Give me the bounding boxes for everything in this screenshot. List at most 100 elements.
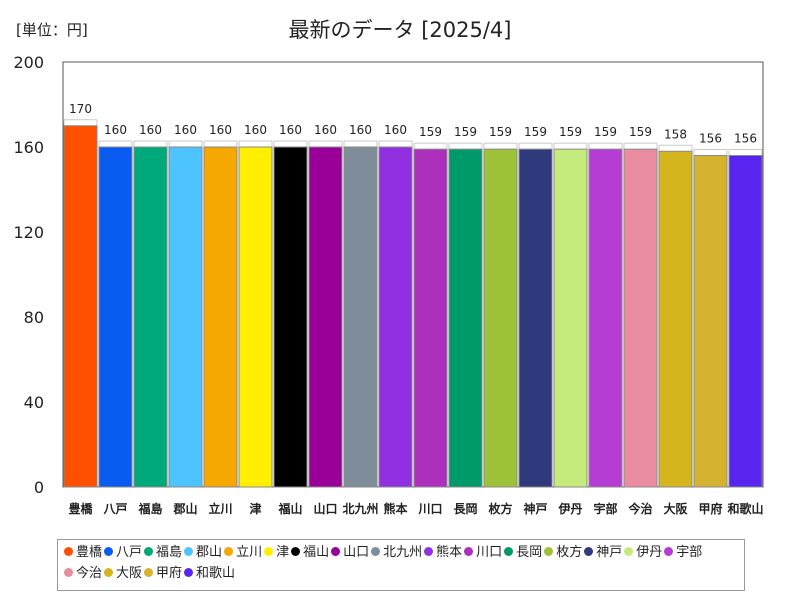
legend-label: 長岡 bbox=[516, 545, 543, 560]
data-label: 160 bbox=[384, 123, 407, 137]
plot-area bbox=[62, 61, 764, 488]
legend-marker bbox=[64, 547, 73, 556]
data-label: 160 bbox=[139, 123, 162, 137]
legend-label: 今治 bbox=[76, 566, 103, 581]
legend-label: 枚方 bbox=[556, 545, 583, 560]
legend-marker bbox=[664, 547, 674, 556]
bar-豊橋 bbox=[63, 125, 98, 488]
bar-宇部 bbox=[588, 148, 623, 488]
x-tick-label: 福島 bbox=[137, 501, 162, 516]
x-tick-label: 北九州 bbox=[342, 501, 378, 516]
x-tick-label: 大阪 bbox=[663, 501, 688, 516]
bar-福島 bbox=[133, 146, 168, 488]
legend-label: 大阪 bbox=[116, 566, 143, 581]
bar-甲府 bbox=[693, 155, 728, 488]
legend-item: 神戸 bbox=[584, 542, 622, 563]
legend-label: 八戸 bbox=[116, 545, 143, 560]
x-tick-label: 長岡 bbox=[453, 501, 477, 516]
x-tick-label: 神戸 bbox=[523, 501, 547, 516]
y-tick-label: 0 bbox=[34, 478, 44, 497]
bar-津 bbox=[238, 146, 273, 488]
bar-立川 bbox=[203, 146, 238, 488]
legend-label: 津 bbox=[276, 545, 290, 560]
data-label: 159 bbox=[594, 125, 617, 139]
x-tick-label: 宇部 bbox=[593, 501, 617, 516]
legend-marker bbox=[104, 568, 114, 577]
bar-和歌山 bbox=[728, 155, 763, 488]
data-label: 160 bbox=[174, 123, 197, 137]
legend-item: 枚方 bbox=[544, 542, 582, 563]
x-tick-label: 熊本 bbox=[383, 501, 407, 516]
x-tick-label: 枚方 bbox=[488, 501, 512, 516]
legend-marker bbox=[291, 547, 301, 556]
legend-marker bbox=[504, 547, 514, 556]
legend-item: 川口 bbox=[464, 542, 502, 563]
legend-marker bbox=[104, 547, 114, 556]
legend-item: 甲府 bbox=[144, 563, 182, 584]
legend-marker bbox=[184, 547, 194, 556]
bar-熊本 bbox=[378, 146, 413, 488]
data-label: 159 bbox=[489, 125, 512, 139]
y-tick-label: 80 bbox=[24, 308, 44, 327]
legend-marker bbox=[424, 547, 434, 556]
legend-label: 甲府 bbox=[156, 566, 183, 581]
legend-label: 山口 bbox=[343, 545, 370, 560]
bar-枚方 bbox=[483, 148, 518, 488]
data-label: 170 bbox=[69, 102, 92, 116]
legend-item: 八戸 bbox=[104, 542, 142, 563]
data-label: 160 bbox=[279, 123, 302, 137]
legend-item: 伊丹 bbox=[624, 542, 662, 563]
bar-川口 bbox=[413, 148, 448, 488]
data-label: 156 bbox=[699, 132, 722, 146]
legend-item: 長岡 bbox=[504, 542, 542, 563]
legend-item: 立川 bbox=[224, 542, 262, 563]
y-tick-label: 40 bbox=[24, 393, 44, 412]
legend-marker bbox=[184, 568, 194, 577]
data-label: 156 bbox=[734, 132, 757, 146]
legend-item: 福山 bbox=[291, 542, 329, 563]
x-tick-label: 津 bbox=[249, 501, 261, 516]
legend-item: 福島 bbox=[144, 542, 182, 563]
legend-label: 神戸 bbox=[596, 545, 623, 560]
legend-item: 大阪 bbox=[104, 563, 142, 584]
legend-item: 今治 bbox=[64, 563, 102, 584]
y-tick-label: 200 bbox=[13, 53, 44, 72]
data-label: 160 bbox=[244, 123, 267, 137]
legend-item: 北九州 bbox=[371, 542, 422, 563]
legend-marker bbox=[144, 547, 154, 556]
bar-山口 bbox=[308, 146, 343, 488]
legend-item: 山口 bbox=[331, 542, 369, 563]
legend-marker bbox=[331, 547, 341, 556]
x-tick-label: 山口 bbox=[313, 501, 337, 516]
y-tick-label: 160 bbox=[13, 138, 44, 157]
bar-北九州 bbox=[343, 146, 378, 488]
legend-item: 津 bbox=[264, 542, 289, 563]
bar-郡山 bbox=[168, 146, 203, 488]
x-tick-label: 和歌山 bbox=[726, 501, 763, 516]
legend-item: 宇部 bbox=[664, 542, 702, 563]
legend-label: 宇部 bbox=[676, 545, 703, 560]
legend-label: 豊橋 bbox=[76, 545, 103, 560]
bar-今治 bbox=[623, 148, 658, 488]
legend-marker bbox=[371, 547, 381, 556]
data-label: 160 bbox=[314, 123, 337, 137]
legend-label: 福山 bbox=[303, 545, 330, 560]
bar-大阪 bbox=[658, 150, 693, 488]
data-label: 159 bbox=[419, 125, 442, 139]
x-tick-label: 福山 bbox=[277, 501, 302, 516]
data-label: 160 bbox=[104, 123, 127, 137]
bar-長岡 bbox=[448, 148, 483, 488]
data-label: 159 bbox=[629, 125, 652, 139]
legend-label: 福島 bbox=[156, 545, 183, 560]
x-tick-label: 八戸 bbox=[102, 502, 127, 516]
y-tick-label: 120 bbox=[13, 223, 44, 242]
bar-八戸 bbox=[98, 146, 133, 488]
legend-marker bbox=[224, 547, 234, 556]
data-label: 159 bbox=[454, 125, 477, 139]
bar-神戸 bbox=[518, 148, 553, 488]
legend-marker bbox=[264, 547, 274, 556]
legend-label: 立川 bbox=[236, 545, 263, 560]
legend-label: 郡山 bbox=[196, 545, 223, 560]
legend-marker bbox=[584, 547, 594, 556]
legend-label: 川口 bbox=[476, 545, 503, 560]
